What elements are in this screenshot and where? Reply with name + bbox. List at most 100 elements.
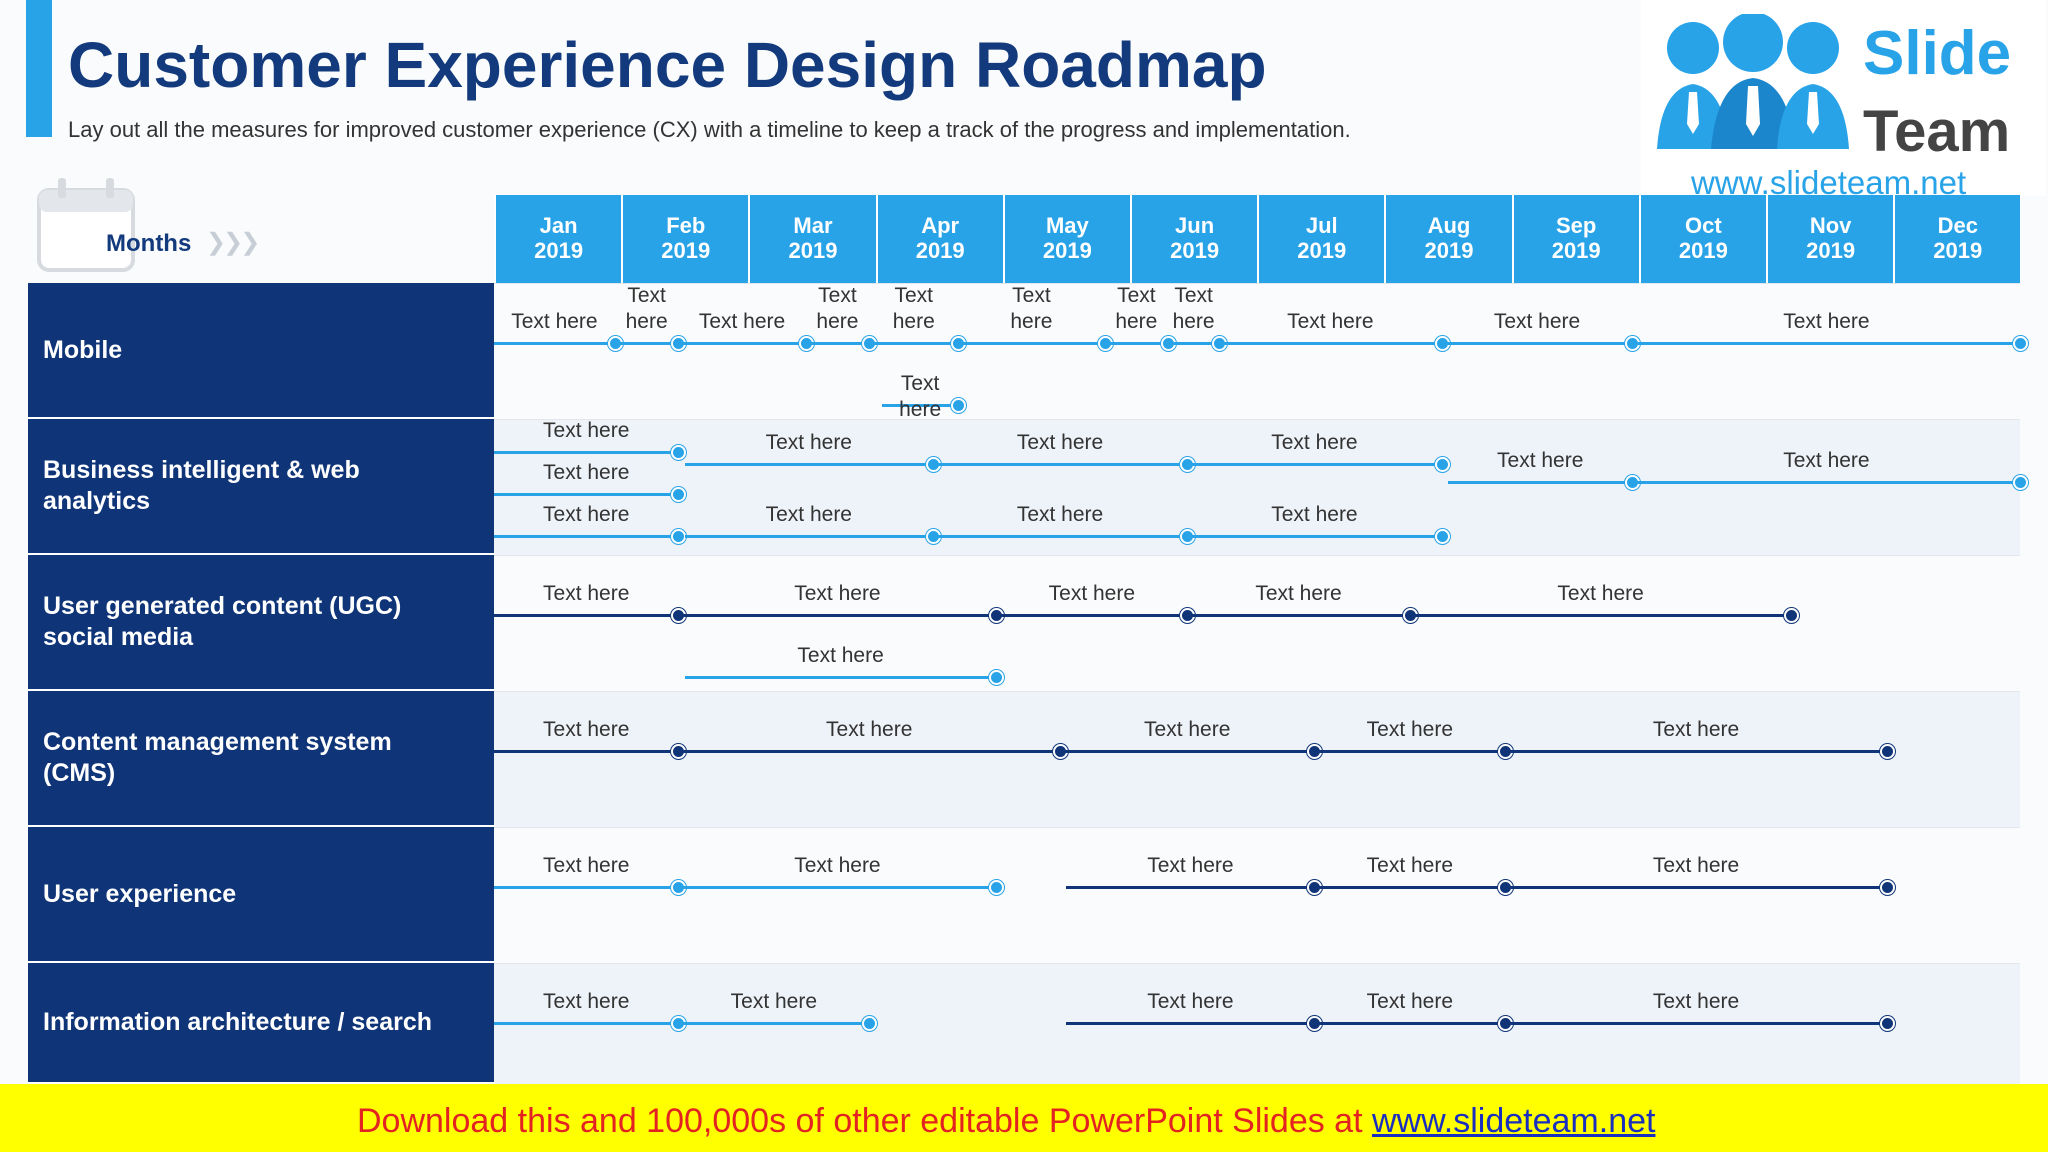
milestone-label: Text here: [511, 310, 598, 333]
row-background: [494, 283, 2020, 420]
month-header-9: Oct 2019: [1638, 195, 1766, 283]
milestone-dot: [1879, 1016, 1895, 1031]
month-header-2: Mar 2019: [748, 195, 876, 283]
milestone-label: Text here: [1255, 582, 1342, 605]
timeline-segment: [1314, 886, 1506, 889]
timeline-segment: [1314, 1022, 1506, 1025]
month-header-10: Nov 2019: [1766, 195, 1894, 283]
milestone-label: Text here: [1287, 310, 1374, 333]
milestone-label: Text here: [1147, 990, 1234, 1013]
milestone-dot: [1434, 457, 1450, 472]
milestone-label: Text here: [543, 419, 630, 442]
milestone-label: Text here: [1652, 854, 1740, 877]
page-title: Customer Experience Design Roadmap: [68, 29, 1267, 101]
milestone-label: Text here: [1010, 284, 1053, 333]
month-header-7: Aug 2019: [1384, 195, 1512, 283]
milestone-label: Text here: [1366, 990, 1454, 1013]
month-header-1: Feb 2019: [621, 195, 749, 283]
milestone-dot: [1879, 880, 1895, 895]
milestone-label: Text here: [1366, 718, 1454, 741]
timeline-segment: [1441, 342, 1633, 345]
timeline-segment: [1066, 886, 1315, 889]
slideteam-logo[interactable]: Slide Team www.slideteam.net: [1641, 0, 2046, 201]
calendar-icon: [37, 178, 135, 272]
timeline-segment: [1505, 750, 1887, 753]
milestone-label: Text here: [1557, 582, 1644, 605]
timeline-segment: [494, 451, 679, 454]
timeline-segment: [494, 535, 679, 538]
timeline-segment: [494, 342, 615, 345]
timeline-segment: [932, 463, 1188, 466]
footer-link[interactable]: www.slideteam.net: [1372, 1102, 1656, 1140]
timeline-segment: [1219, 342, 1442, 345]
timeline-segment: [494, 750, 679, 753]
row-background: [494, 555, 2020, 692]
milestone-label: Text here: [1271, 503, 1358, 526]
milestone-label: Text here: [1048, 582, 1136, 605]
people-icon: [1657, 14, 1849, 149]
timeline-segment: [678, 342, 806, 345]
milestone-label: Text here: [797, 644, 884, 667]
timeline-segment: [881, 404, 959, 407]
timeline-segment: [684, 535, 933, 538]
milestone-label: Text here: [1783, 449, 1870, 472]
footer-message: Download this and 100,000s of other edit…: [357, 1102, 1372, 1140]
timeline-segment: [614, 342, 679, 345]
milestone-label: Text here: [765, 503, 852, 526]
months-header: Months ❯❯❯: [28, 178, 494, 283]
milestone-label: Text here: [625, 284, 668, 333]
page-subtitle: Lay out all the measures for improved cu…: [68, 117, 1351, 142]
timeline-segment: [1448, 481, 1633, 484]
row-label: Content management system (CMS): [28, 691, 494, 827]
chevrons-right-icon: ❯❯❯: [206, 229, 260, 256]
milestone-label: Text here: [1366, 854, 1454, 877]
milestone-label: Text here: [1172, 284, 1215, 333]
milestone-dot: [671, 445, 687, 460]
milestone-label: Text here: [1493, 310, 1581, 333]
footer-banner: Download this and 100,000s of other edit…: [0, 1084, 2048, 1152]
timeline-segment: [494, 493, 679, 496]
milestone-dot: [1879, 744, 1895, 759]
logo-url[interactable]: www.slideteam.net: [1691, 164, 1967, 201]
milestone-label: Text here: [698, 310, 786, 333]
timeline-segment: [684, 676, 997, 679]
timeline-segment: [678, 886, 997, 889]
timeline-segment: [1505, 1022, 1887, 1025]
milestone-label: Text here: [794, 854, 881, 877]
footer-text: Download this and 100,000s of other edit…: [357, 1102, 1655, 1141]
timeline-segment: [1632, 342, 2021, 345]
milestone-label: Text here: [892, 284, 935, 333]
row-label: Information architecture / search: [28, 963, 494, 1084]
month-header-8: Sep 2019: [1511, 195, 1639, 283]
milestone-dot: [671, 487, 687, 502]
row-label: Mobile: [28, 283, 494, 419]
milestone-label: Text here: [816, 284, 859, 333]
timeline-segment: [1187, 535, 1442, 538]
milestone-label: Text here: [1016, 503, 1104, 526]
milestone-dot: [2013, 475, 2029, 490]
timeline-segment: [684, 463, 933, 466]
logo-word-slide: Slide: [1863, 19, 2012, 88]
timeline-segment: [1314, 750, 1506, 753]
milestone-label: Text here: [1016, 431, 1104, 454]
milestone-label: Text here: [543, 461, 630, 484]
milestone-label: Text here: [543, 990, 630, 1013]
milestone-label: Text here: [1144, 718, 1231, 741]
milestone-label: Text here: [826, 718, 913, 741]
milestone-label: Text here: [1115, 284, 1158, 333]
timeline-segment: [494, 614, 679, 617]
milestone-dot: [2013, 336, 2029, 351]
timeline-segment: [1505, 886, 1887, 889]
month-header-4: May 2019: [1002, 195, 1130, 283]
logo-word-team: Team: [1863, 99, 2011, 164]
milestone-dot: [989, 670, 1005, 685]
milestone-label: Text here: [1271, 431, 1358, 454]
timeline-segment: [678, 1022, 870, 1025]
timeline-segment: [494, 886, 679, 889]
timeline-segment: [1066, 1022, 1315, 1025]
month-header-3: Apr 2019: [875, 195, 1003, 283]
timeline-segment: [1632, 481, 2021, 484]
timeline-segment: [1187, 614, 1410, 617]
milestone-label: Text here: [1783, 310, 1870, 333]
milestone-dot: [989, 880, 1005, 895]
